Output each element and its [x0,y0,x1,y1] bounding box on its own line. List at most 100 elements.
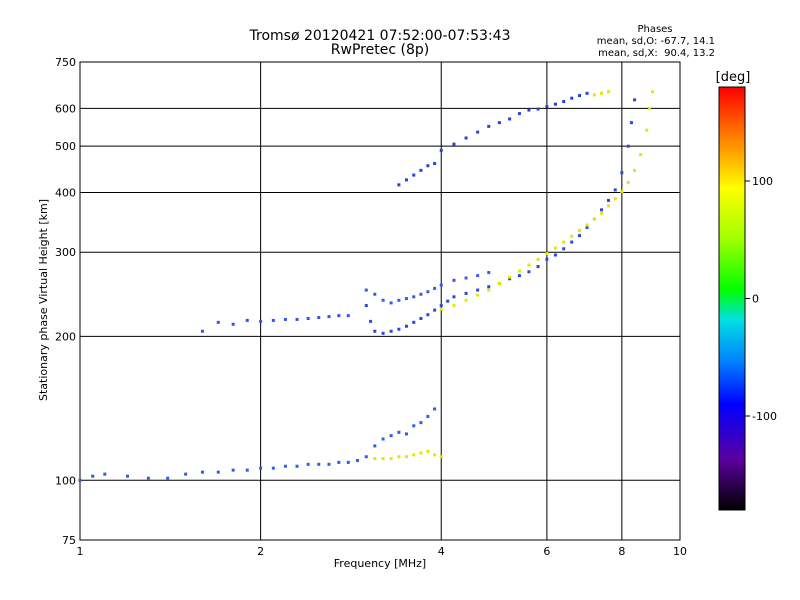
data-point [562,247,566,251]
data-point [397,455,401,459]
data-point [200,329,204,333]
data-point [373,329,377,333]
x-tick-label: 10 [673,545,687,558]
data-point [545,252,549,256]
colorbar-ticks: 100 0 -100 [745,175,777,423]
y-tick-label: 200 [55,330,76,343]
data-point [412,173,416,177]
x-tick-label: 1 [77,545,84,558]
data-point [412,453,416,457]
data-point [231,468,235,472]
data-point [397,327,401,331]
data-point [184,472,188,476]
data-point [439,455,443,459]
data-point [295,317,299,321]
data-point [527,263,531,267]
data-point [327,462,331,466]
data-point [476,130,480,134]
colorbar-tick-label: 0 [752,293,759,306]
data-point [562,100,566,104]
data-point [419,421,423,425]
data-point [613,188,617,192]
data-point [633,168,637,172]
data-point [426,164,430,168]
data-point [487,285,491,289]
data-point [306,316,310,320]
y-tick-label: 500 [55,140,76,153]
colorbar [718,86,746,511]
data-point [271,466,275,470]
data-point [404,432,408,436]
data-point [626,144,630,148]
data-point [452,142,456,146]
chart-subtitle: RwPretec (8p) [331,42,429,58]
data-point [633,98,637,102]
data-point [487,288,491,292]
data-point [497,282,501,286]
data-point [216,320,220,324]
data-point [404,178,408,182]
data-point [439,283,443,287]
data-point [452,295,456,299]
data-point [487,124,491,128]
data-point [562,240,566,244]
data-point [364,288,368,292]
data-point [600,91,604,95]
data-point [404,324,408,328]
colorbar-tick-label: 100 [752,175,773,188]
data-point [346,460,350,464]
data-point [433,161,437,165]
data-point [592,93,596,97]
data-point [419,451,423,455]
data-point [245,468,249,472]
data-point [364,455,368,459]
data-point [600,211,604,215]
data-point [337,314,341,318]
data-point [412,295,416,299]
data-point [419,292,423,296]
data-point [536,265,540,269]
data-point [317,316,321,320]
data-point [476,293,480,297]
data-point [570,96,574,100]
y-tick-label: 750 [55,56,76,69]
data-point [91,474,95,478]
data-point [389,457,393,461]
data-point [464,136,468,140]
data-point [452,278,456,282]
plot-area [79,61,681,541]
data-point [517,112,521,116]
data-point [271,318,275,322]
data-point [536,257,540,261]
data-point [570,240,574,244]
data-point [651,90,655,94]
data-point [497,121,501,125]
data-point [606,198,610,202]
data-point [373,292,377,296]
phases-o-stats: mean, sd,O: -67.7, 14.1 [597,36,715,47]
y-tick-label: 600 [55,102,76,115]
data-point [259,466,263,470]
data-point [629,121,633,125]
data-point [464,291,468,295]
data-point [508,275,512,279]
data-point [527,270,531,274]
data-point [381,298,385,302]
x-tick-label: 2 [257,545,264,558]
data-point [166,476,170,480]
data-point [346,314,350,318]
y-tick-label: 75 [62,534,76,547]
data-point [381,437,385,441]
data-point [433,407,437,411]
x-axis-label: Frequency [MHz] [334,557,426,570]
data-point [381,331,385,335]
data-point [626,180,630,184]
data-point [578,94,582,98]
data-point [578,234,582,238]
data-point [295,464,299,468]
data-point [426,414,430,418]
y-tick-label: 400 [55,186,76,199]
data-point [216,470,220,474]
data-point [585,225,589,229]
data-point [517,269,521,273]
